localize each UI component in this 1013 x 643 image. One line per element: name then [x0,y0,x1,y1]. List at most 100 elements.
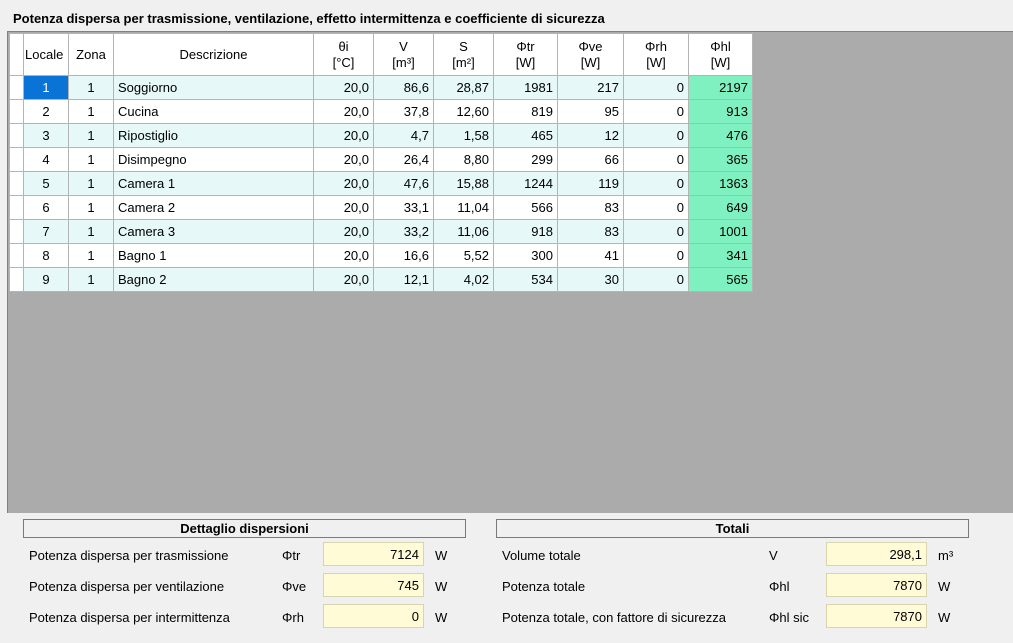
cell-zona[interactable]: 1 [68,219,114,244]
cell-descrizione[interactable]: Bagno 2 [113,267,314,292]
table-row[interactable]: 5 1 Camera 1 20,0 47,6 15,88 1244 119 0 1363 [9,171,753,196]
cell-phive[interactable]: 95 [557,99,624,124]
col-header-descrizione[interactable]: Descrizione [113,33,314,76]
data-grid-area[interactable]: Locale Zona Descrizione θi [°C] V [m³] S [m… [7,31,1013,513]
cell-descrizione[interactable]: Disimpegno [113,147,314,172]
cell-volume[interactable]: 47,6 [373,171,434,196]
cell-phirh[interactable]: 0 [623,243,689,268]
col-header-phihl[interactable]: Φhl [W] [688,33,753,76]
cell-phihl[interactable]: 341 [688,243,753,268]
cell-phive[interactable]: 66 [557,147,624,172]
cell-descrizione[interactable]: Bagno 1 [113,243,314,268]
cell-zona[interactable]: 1 [68,267,114,292]
cell-superficie[interactable]: 8,80 [433,147,494,172]
cell-superficie[interactable]: 5,52 [433,243,494,268]
cell-volume[interactable]: 33,1 [373,195,434,220]
cell-volume[interactable]: 26,4 [373,147,434,172]
cell-phitr[interactable]: 918 [493,219,558,244]
cell-volume[interactable]: 33,2 [373,219,434,244]
cell-theta[interactable]: 20,0 [313,123,374,148]
cell-volume[interactable]: 4,7 [373,123,434,148]
cell-volume[interactable]: 37,8 [373,99,434,124]
row-header[interactable] [9,147,24,172]
cell-theta[interactable]: 20,0 [313,243,374,268]
cell-phihl[interactable]: 1363 [688,171,753,196]
table-row[interactable]: 2 1 Cucina 20,0 37,8 12,60 819 95 0 913 [9,99,753,124]
cell-descrizione[interactable]: Cucina [113,99,314,124]
cell-phitr[interactable]: 566 [493,195,558,220]
table-row[interactable]: 6 1 Camera 2 20,0 33,1 11,04 566 83 0 649 [9,195,753,220]
cell-descrizione[interactable]: Camera 2 [113,195,314,220]
row-header[interactable] [9,195,24,220]
table-row[interactable]: 3 1 Ripostiglio 20,0 4,7 1,58 465 12 0 476 [9,123,753,148]
cell-theta[interactable]: 20,0 [313,195,374,220]
cell-phihl[interactable]: 365 [688,147,753,172]
row-header[interactable] [9,219,24,244]
cell-locale[interactable]: 2 [23,99,69,124]
col-header-s[interactable]: S [m²] [433,33,494,76]
cell-phitr[interactable]: 299 [493,147,558,172]
cell-phive[interactable]: 83 [557,219,624,244]
cell-volume[interactable]: 86,6 [373,75,434,100]
cell-phirh[interactable]: 0 [623,219,689,244]
cell-theta[interactable]: 20,0 [313,147,374,172]
cell-descrizione[interactable]: Camera 3 [113,219,314,244]
dispersioni-table[interactable]: Locale Zona Descrizione θi [°C] V [m³] S [m… [9,33,753,292]
cell-phihl[interactable]: 1001 [688,219,753,244]
table-row[interactable]: 9 1 Bagno 2 20,0 12,1 4,02 534 30 0 565 [9,267,753,292]
potenza-totale-value-field[interactable]: 7870 [826,573,927,597]
row-header[interactable] [9,99,24,124]
cell-phirh[interactable]: 0 [623,99,689,124]
cell-zona[interactable]: 1 [68,99,114,124]
cell-zona[interactable]: 1 [68,171,114,196]
intermittenza-value-field[interactable]: 0 [323,604,424,628]
cell-superficie[interactable]: 15,88 [433,171,494,196]
cell-phihl[interactable]: 649 [688,195,753,220]
cell-superficie[interactable]: 28,87 [433,75,494,100]
cell-zona[interactable]: 1 [68,123,114,148]
cell-volume[interactable]: 12,1 [373,267,434,292]
cell-phitr[interactable]: 819 [493,99,558,124]
cell-descrizione[interactable]: Camera 1 [113,171,314,196]
cell-phihl[interactable]: 565 [688,267,753,292]
cell-phirh[interactable]: 0 [623,75,689,100]
cell-phive[interactable]: 12 [557,123,624,148]
col-header-zona[interactable]: Zona [68,33,114,76]
cell-phive[interactable]: 30 [557,267,624,292]
cell-phirh[interactable]: 0 [623,171,689,196]
col-header-locale[interactable]: Locale [23,33,69,76]
cell-theta[interactable]: 20,0 [313,219,374,244]
col-header-v[interactable]: V [m³] [373,33,434,76]
cell-phive[interactable]: 41 [557,243,624,268]
cell-zona[interactable]: 1 [68,147,114,172]
cell-zona[interactable]: 1 [68,195,114,220]
cell-locale[interactable]: 5 [23,171,69,196]
col-header-phirh[interactable]: Φrh [W] [623,33,689,76]
table-row[interactable]: 4 1 Disimpegno 20,0 26,4 8,80 299 66 0 365 [9,147,753,172]
cell-superficie[interactable]: 11,04 [433,195,494,220]
row-header[interactable] [9,243,24,268]
cell-theta[interactable]: 20,0 [313,171,374,196]
cell-locale[interactable]: 3 [23,123,69,148]
cell-locale[interactable]: 7 [23,219,69,244]
cell-descrizione[interactable]: Soggiorno [113,75,314,100]
cell-phive[interactable]: 217 [557,75,624,100]
table-row[interactable]: 7 1 Camera 3 20,0 33,2 11,06 918 83 0 1001 [9,219,753,244]
col-header-phitr[interactable]: Φtr [W] [493,33,558,76]
cell-superficie[interactable]: 4,02 [433,267,494,292]
cell-theta[interactable]: 20,0 [313,75,374,100]
ventilazione-value-field[interactable]: 745 [323,573,424,597]
cell-phitr[interactable]: 465 [493,123,558,148]
cell-theta[interactable]: 20,0 [313,267,374,292]
cell-volume[interactable]: 16,6 [373,243,434,268]
cell-phirh[interactable]: 0 [623,147,689,172]
cell-zona[interactable]: 1 [68,75,114,100]
table-row[interactable]: 1 1 Soggiorno 20,0 86,6 28,87 1981 217 0 2197 [9,75,753,100]
cell-superficie[interactable]: 12,60 [433,99,494,124]
cell-phirh[interactable]: 0 [623,267,689,292]
col-header-theta[interactable]: θi [°C] [313,33,374,76]
cell-locale[interactable]: 6 [23,195,69,220]
cell-phihl[interactable]: 913 [688,99,753,124]
row-header[interactable] [9,123,24,148]
cell-phitr[interactable]: 1981 [493,75,558,100]
